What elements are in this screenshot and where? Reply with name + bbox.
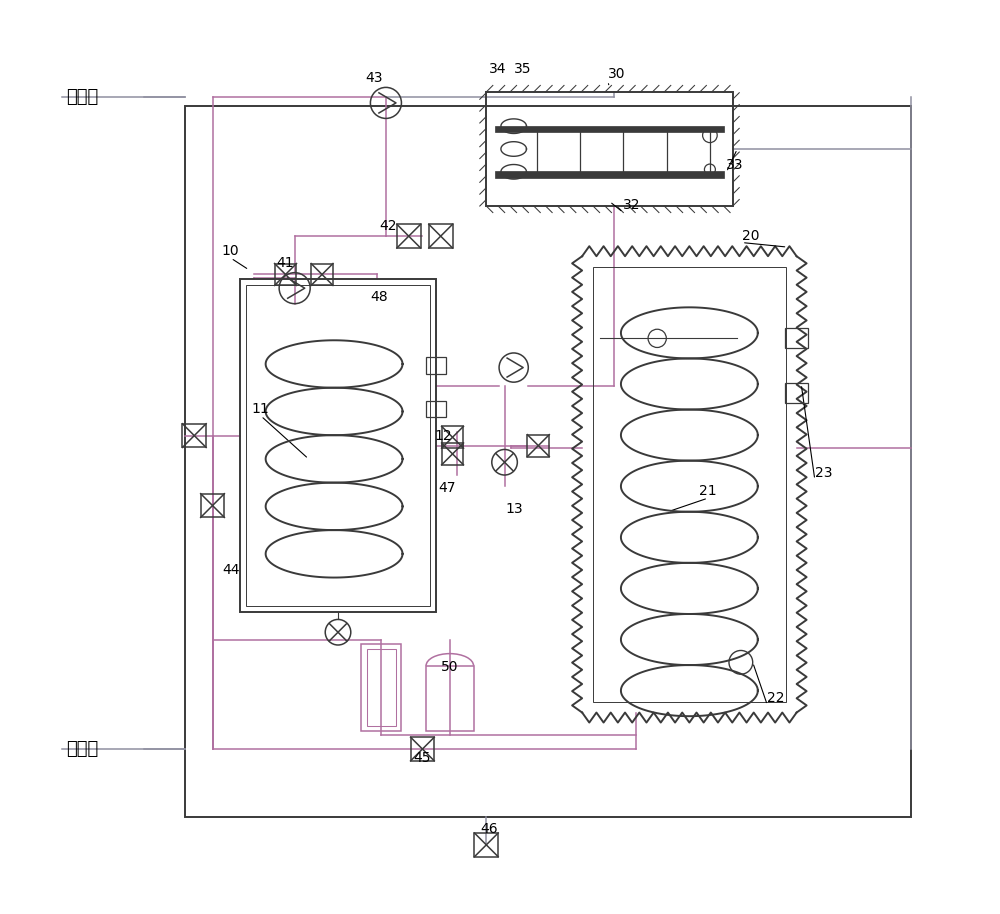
Text: 50: 50 <box>441 660 458 675</box>
Bar <box>495 171 724 177</box>
Text: 输入端: 输入端 <box>67 740 99 758</box>
Bar <box>426 665 474 731</box>
Bar <box>593 267 786 702</box>
Text: 33: 33 <box>726 158 744 172</box>
Text: 输出端: 输出端 <box>67 88 99 105</box>
Text: 45: 45 <box>413 751 431 765</box>
Text: 41: 41 <box>276 256 294 270</box>
Bar <box>240 279 436 612</box>
Bar <box>426 357 446 374</box>
Bar <box>367 649 396 727</box>
Bar <box>785 383 808 403</box>
Bar <box>361 644 401 731</box>
Text: 43: 43 <box>365 70 382 85</box>
Text: 11: 11 <box>252 402 270 416</box>
Bar <box>426 400 446 417</box>
Text: 20: 20 <box>742 228 759 242</box>
Text: 22: 22 <box>767 691 785 706</box>
Bar <box>185 106 911 817</box>
Text: 13: 13 <box>505 503 523 516</box>
Text: 44: 44 <box>223 563 240 578</box>
Text: 42: 42 <box>380 219 397 233</box>
Text: 32: 32 <box>623 198 641 212</box>
Bar <box>486 92 733 206</box>
Text: 30: 30 <box>608 67 625 81</box>
Text: 23: 23 <box>815 466 832 480</box>
Bar <box>495 126 724 133</box>
Text: 34: 34 <box>489 61 507 76</box>
Bar <box>785 328 808 348</box>
Text: 10: 10 <box>222 244 239 258</box>
Text: 12: 12 <box>434 430 452 443</box>
Bar <box>246 285 430 606</box>
Text: 46: 46 <box>480 822 498 835</box>
Text: 35: 35 <box>514 61 531 76</box>
Text: 48: 48 <box>370 290 388 303</box>
Text: 21: 21 <box>699 484 717 498</box>
Text: 47: 47 <box>438 482 455 495</box>
